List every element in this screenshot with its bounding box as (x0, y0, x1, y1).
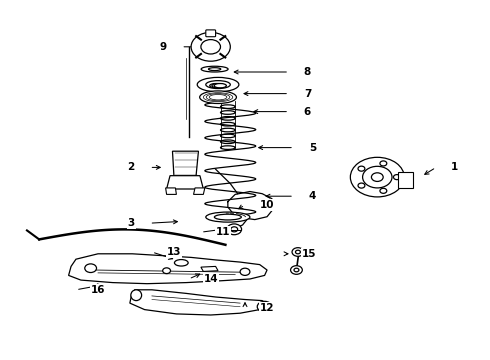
Text: 16: 16 (91, 285, 105, 295)
Circle shape (380, 161, 387, 166)
Ellipse shape (220, 111, 235, 114)
Ellipse shape (174, 260, 188, 266)
Ellipse shape (220, 117, 235, 120)
Text: 6: 6 (304, 107, 311, 117)
Ellipse shape (197, 77, 239, 92)
Polygon shape (69, 254, 267, 284)
Text: 4: 4 (309, 191, 316, 201)
Circle shape (231, 227, 238, 232)
Text: 10: 10 (260, 200, 274, 210)
Circle shape (371, 173, 383, 181)
Circle shape (201, 40, 220, 54)
Ellipse shape (215, 214, 242, 220)
Ellipse shape (206, 212, 250, 222)
Ellipse shape (220, 128, 235, 132)
Text: 11: 11 (216, 227, 230, 237)
Circle shape (380, 188, 387, 193)
Circle shape (163, 268, 171, 274)
Circle shape (350, 157, 404, 197)
Ellipse shape (214, 84, 226, 88)
Text: 5: 5 (309, 143, 316, 153)
Circle shape (257, 301, 272, 312)
Ellipse shape (209, 68, 221, 71)
Ellipse shape (206, 81, 230, 89)
Circle shape (291, 266, 302, 274)
Circle shape (363, 166, 392, 188)
Ellipse shape (210, 84, 222, 88)
Text: 8: 8 (304, 67, 311, 77)
FancyBboxPatch shape (206, 30, 216, 37)
Circle shape (393, 175, 400, 180)
Text: 2: 2 (127, 162, 135, 172)
Circle shape (358, 183, 365, 188)
Circle shape (191, 32, 230, 61)
Circle shape (295, 250, 300, 254)
Circle shape (227, 224, 242, 235)
Ellipse shape (220, 122, 235, 126)
Ellipse shape (220, 105, 235, 108)
Polygon shape (130, 290, 267, 315)
Polygon shape (167, 176, 203, 189)
Ellipse shape (200, 91, 237, 104)
Text: 15: 15 (301, 249, 316, 259)
Polygon shape (201, 266, 218, 271)
Text: 1: 1 (451, 162, 458, 172)
Ellipse shape (212, 84, 224, 88)
Circle shape (294, 268, 299, 272)
Polygon shape (166, 188, 176, 194)
Text: 13: 13 (167, 247, 181, 257)
FancyBboxPatch shape (398, 172, 413, 188)
Ellipse shape (220, 146, 235, 149)
Circle shape (292, 248, 304, 256)
Text: 9: 9 (159, 42, 167, 52)
Polygon shape (194, 188, 205, 194)
Text: 7: 7 (304, 89, 311, 99)
Text: 12: 12 (260, 303, 274, 313)
Ellipse shape (201, 66, 228, 72)
Circle shape (240, 268, 250, 275)
Polygon shape (172, 151, 198, 176)
Ellipse shape (220, 140, 235, 144)
Circle shape (358, 166, 365, 171)
Text: 14: 14 (203, 274, 218, 284)
Circle shape (85, 264, 97, 273)
Ellipse shape (131, 290, 142, 301)
Ellipse shape (220, 134, 235, 138)
Text: 3: 3 (127, 218, 135, 228)
